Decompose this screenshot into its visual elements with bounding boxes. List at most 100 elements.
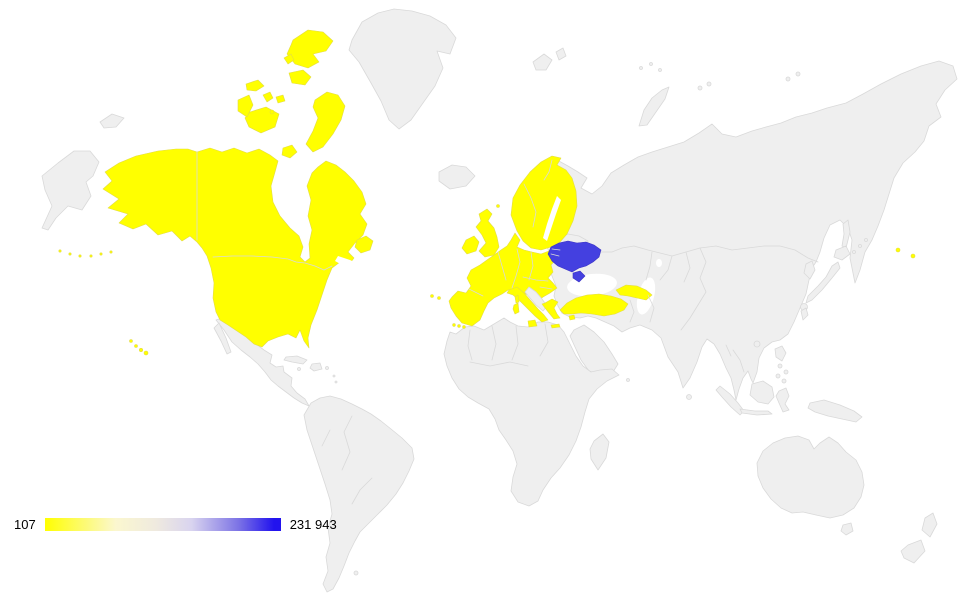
gulf-of-bothnia	[543, 196, 561, 241]
region-ireland[interactable]	[461, 235, 480, 255]
region-canada-ellesmere-island[interactable]	[286, 29, 334, 69]
region-usa-aleutian-island[interactable]	[109, 250, 113, 254]
country-border-lines	[196, 151, 819, 505]
region-iceland	[438, 164, 476, 190]
region-greece[interactable]	[541, 298, 561, 320]
region-baja-california	[213, 322, 232, 355]
region-arctic-island	[649, 62, 653, 66]
region-ukraine-crimea[interactable]	[572, 270, 586, 283]
region-italy-sardinia[interactable]	[512, 302, 520, 315]
region-new-zealand-south	[900, 539, 926, 564]
region-java	[739, 408, 773, 416]
region-cuba	[283, 355, 308, 365]
region-svalbard	[532, 47, 567, 71]
region-new-guinea	[807, 399, 863, 423]
region-arctic-island	[795, 71, 801, 77]
region-japan	[805, 245, 851, 304]
region-canada-devon-island[interactable]	[288, 69, 312, 86]
region-azores-island[interactable]	[430, 294, 434, 298]
region-antilles-island	[334, 380, 338, 384]
region-arctic-island	[658, 68, 662, 72]
region-canada-newfoundland[interactable]	[354, 235, 374, 254]
region-greenland	[348, 8, 457, 130]
region-corsica[interactable]	[514, 294, 520, 304]
region-italy-sicily[interactable]	[527, 319, 538, 328]
region-canary-island[interactable]	[462, 325, 466, 329]
region-usa-aleutian-island[interactable]	[99, 252, 103, 256]
border-norway-sweden	[523, 183, 537, 228]
color-axis-legend: 107 231 943	[14, 517, 337, 532]
border-france-germany	[497, 251, 507, 281]
region-mexico-central-america	[215, 317, 310, 407]
region-wrangel-island	[99, 113, 125, 129]
region-sumatra	[715, 385, 745, 416]
border-usa-canada	[212, 255, 333, 271]
region-hainan	[753, 340, 761, 348]
legend-max-label: 231 943	[289, 517, 337, 532]
region-usa-hawaii-island[interactable]	[143, 350, 149, 356]
region-western-balkans-no-data	[524, 286, 548, 312]
region-pacific-island-territory[interactable]	[910, 253, 916, 259]
region-cyprus[interactable]	[568, 314, 576, 321]
region-canada-melville-island[interactable]	[245, 79, 265, 92]
border-central-asia	[645, 251, 691, 283]
region-chukotka-russia-east	[41, 150, 100, 231]
region-canada-axel-heiberg[interactable]	[283, 53, 295, 65]
region-falkland-islands	[353, 570, 359, 576]
region-sakhalin	[841, 219, 851, 249]
region-philippines-island	[781, 378, 787, 384]
region-scandinavia[interactable]	[510, 155, 578, 251]
border-central-europe	[522, 276, 549, 282]
region-philippines	[774, 345, 787, 362]
region-kuril-islands	[852, 250, 856, 254]
region-antilles-island	[332, 374, 336, 378]
region-shetland-island[interactable]	[496, 204, 500, 208]
region-usa-aleutian-island[interactable]	[78, 254, 82, 258]
region-canada-prince-of-wales[interactable]	[262, 91, 274, 103]
region-usa-aleutian-island[interactable]	[58, 249, 62, 253]
region-usa-aleutian-island[interactable]	[89, 254, 93, 258]
region-australia	[756, 435, 865, 519]
region-south-america	[303, 395, 415, 593]
region-borneo	[749, 380, 775, 405]
region-canada-banks-island[interactable]	[237, 94, 254, 118]
region-ukraine[interactable]	[547, 240, 602, 273]
region-canary-island[interactable]	[457, 324, 461, 328]
region-jamaica	[297, 367, 301, 371]
region-canada-usa[interactable]	[102, 147, 368, 349]
region-usa-hawaii-island[interactable]	[134, 344, 138, 348]
region-tasmania	[840, 522, 854, 536]
border-north-africa	[467, 323, 549, 367]
region-canada-baffin-island[interactable]	[305, 91, 346, 153]
border-germany-poland	[528, 251, 534, 281]
region-madagascar	[589, 433, 610, 471]
region-pacific-island-territory[interactable]	[895, 247, 901, 253]
region-philippines-island	[777, 363, 783, 369]
region-canada-king-william[interactable]	[269, 109, 275, 115]
region-greece-crete[interactable]	[550, 323, 561, 329]
region-kuril-islands	[858, 244, 862, 248]
region-philippines-island	[775, 373, 781, 379]
region-turkey[interactable]	[559, 293, 629, 317]
region-arctic-island	[785, 76, 791, 82]
region-philippines-island	[783, 369, 789, 375]
region-arabian-peninsula	[569, 324, 619, 376]
border-romania-bulgaria	[539, 286, 553, 290]
region-novaya-zemlya	[638, 86, 670, 127]
legend-gradient-bar	[44, 518, 281, 531]
region-united-kingdom[interactable]	[475, 208, 500, 258]
border-germany-czechia	[511, 248, 521, 289]
region-usa-hawaii-island[interactable]	[139, 347, 144, 352]
region-azores-island[interactable]	[437, 296, 441, 300]
region-canada-somerset-island[interactable]	[275, 94, 286, 104]
aral-sea	[656, 259, 662, 267]
region-sri-lanka	[686, 394, 692, 400]
border-indochina	[725, 344, 745, 373]
border-china-india	[680, 247, 707, 331]
region-canada-southampton-island[interactable]	[281, 144, 298, 159]
region-usa-aleutian-island[interactable]	[68, 252, 72, 256]
white-sea	[586, 179, 596, 191]
region-usa-hawaii-island[interactable]	[129, 339, 133, 343]
region-canary-island[interactable]	[452, 323, 456, 327]
